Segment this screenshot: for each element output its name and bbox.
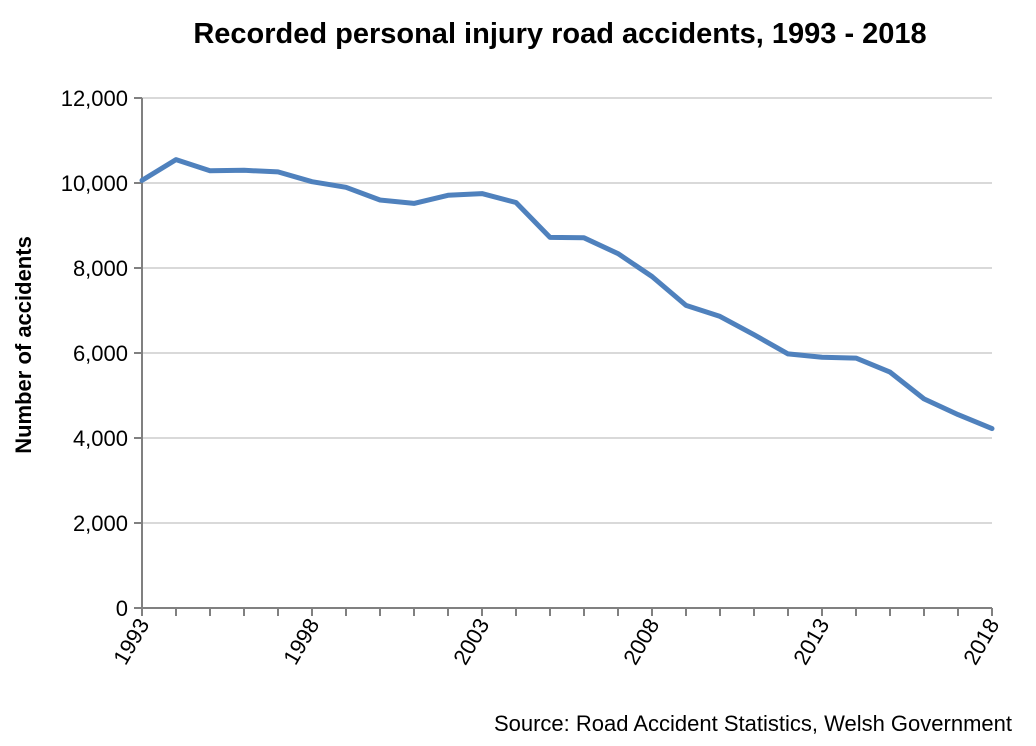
- x-tick-label: 1998: [278, 614, 324, 669]
- x-tick-label: 2013: [788, 614, 834, 669]
- x-tick-labels: 1993 1998 2003 2008 2013 2018: [108, 614, 1004, 669]
- y-tick-label: 8,000: [73, 256, 128, 281]
- x-tick-label: 2018: [958, 614, 1004, 669]
- y-tick-label: 4,000: [73, 426, 128, 451]
- y-tick-label: 0: [116, 596, 128, 621]
- series: [139, 157, 995, 432]
- axes: [134, 97, 993, 616]
- x-tick-label: 2008: [618, 614, 664, 669]
- y-tick-label: 2,000: [73, 511, 128, 536]
- gridlines: [142, 97, 992, 524]
- y-axis-label: Number of accidents: [11, 236, 36, 454]
- chart-title: Recorded personal injury road accidents,…: [193, 18, 926, 50]
- y-tick-label: 6,000: [73, 341, 128, 366]
- y-tick-labels: 0 2,000 4,000 6,000 8,000 10,000 12,000: [61, 86, 128, 621]
- x-tick-label: 1993: [108, 614, 154, 669]
- series-line: [139, 157, 995, 432]
- x-tick-label: 2003: [448, 614, 494, 669]
- source-note: Source: Road Accident Statistics, Welsh …: [494, 711, 1012, 736]
- y-tick-label: 12,000: [61, 86, 128, 111]
- y-tick-label: 10,000: [61, 171, 128, 196]
